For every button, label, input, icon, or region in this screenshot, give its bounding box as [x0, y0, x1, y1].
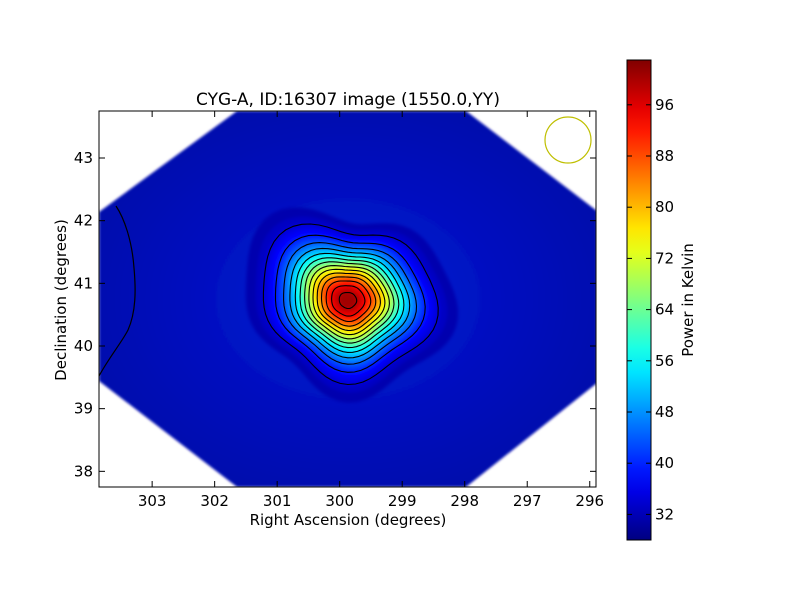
contour-line	[299, 257, 400, 349]
colorbar: 32 40 48 56 64 72 80 88 96 Power in Kelvin	[626, 59, 697, 541]
y-axis-ticks: 38 39 40 41 42 43	[74, 149, 596, 480]
colorbar-tick-label: 72	[655, 249, 674, 267]
contour-line	[325, 280, 372, 323]
colorbar-gradient	[627, 60, 651, 540]
x-tick-label: 300	[325, 492, 354, 510]
plot-area: 303 302 301 300 299 298 297 296 38 39 40 41 42 43	[74, 110, 604, 510]
x-tick-label: 301	[263, 492, 292, 510]
x-tick-label: 302	[200, 492, 229, 510]
colorbar-tick-label: 40	[655, 454, 674, 472]
y-tick-label: 39	[74, 400, 93, 418]
contour-line	[331, 285, 366, 317]
contour-line	[294, 252, 405, 353]
colorbar-tick-label: 48	[655, 403, 674, 421]
x-tick-label: 296	[575, 492, 604, 510]
x-tick-label: 299	[388, 492, 417, 510]
contour-lines	[262, 223, 439, 386]
colorbar-tick-label: 88	[655, 147, 674, 165]
x-tick-label: 297	[513, 492, 542, 510]
edge-contour	[99, 205, 136, 377]
contour-line	[262, 223, 439, 386]
x-axis-label: Right Ascension (degrees)	[250, 511, 447, 529]
colorbar-label: Power in Kelvin	[679, 243, 697, 357]
colorbar-tick-label: 32	[655, 505, 674, 523]
beam-marker	[544, 116, 592, 164]
y-tick-label: 42	[74, 212, 93, 230]
colorbar-ticks: 32 40 48 56 64 72 80 88 96	[627, 96, 674, 523]
contour-line	[289, 247, 411, 359]
x-tick-label: 298	[450, 492, 479, 510]
colorbar-frame	[626, 59, 652, 541]
x-axis-ticks: 303 302 301 300 299 298 297 296	[138, 111, 604, 510]
contour-line	[316, 272, 381, 332]
x-tick-label: 303	[138, 492, 167, 510]
contour-line	[320, 276, 377, 327]
contour-line	[274, 234, 426, 373]
y-tick-label: 38	[74, 462, 93, 480]
y-axis-label: Declination (degrees)	[52, 219, 70, 381]
axes-frame	[98, 110, 597, 488]
intensity-band	[340, 293, 356, 308]
contour-line	[308, 265, 390, 340]
colorbar-tick-label: 64	[655, 301, 674, 319]
chart-title: CYG-A, ID:16307 image (1550.0,YY)	[196, 90, 500, 110]
y-tick-label: 43	[74, 149, 93, 167]
contour-line	[338, 292, 358, 310]
colorbar-tick-label: 80	[655, 198, 674, 216]
y-tick-label: 41	[74, 274, 93, 292]
y-tick-label: 40	[74, 337, 93, 355]
contour-line	[283, 242, 418, 365]
contour-line	[312, 268, 386, 336]
contour-line	[304, 261, 395, 344]
colorbar-tick-label: 56	[655, 352, 674, 370]
colorbar-tick-label: 96	[655, 96, 674, 114]
